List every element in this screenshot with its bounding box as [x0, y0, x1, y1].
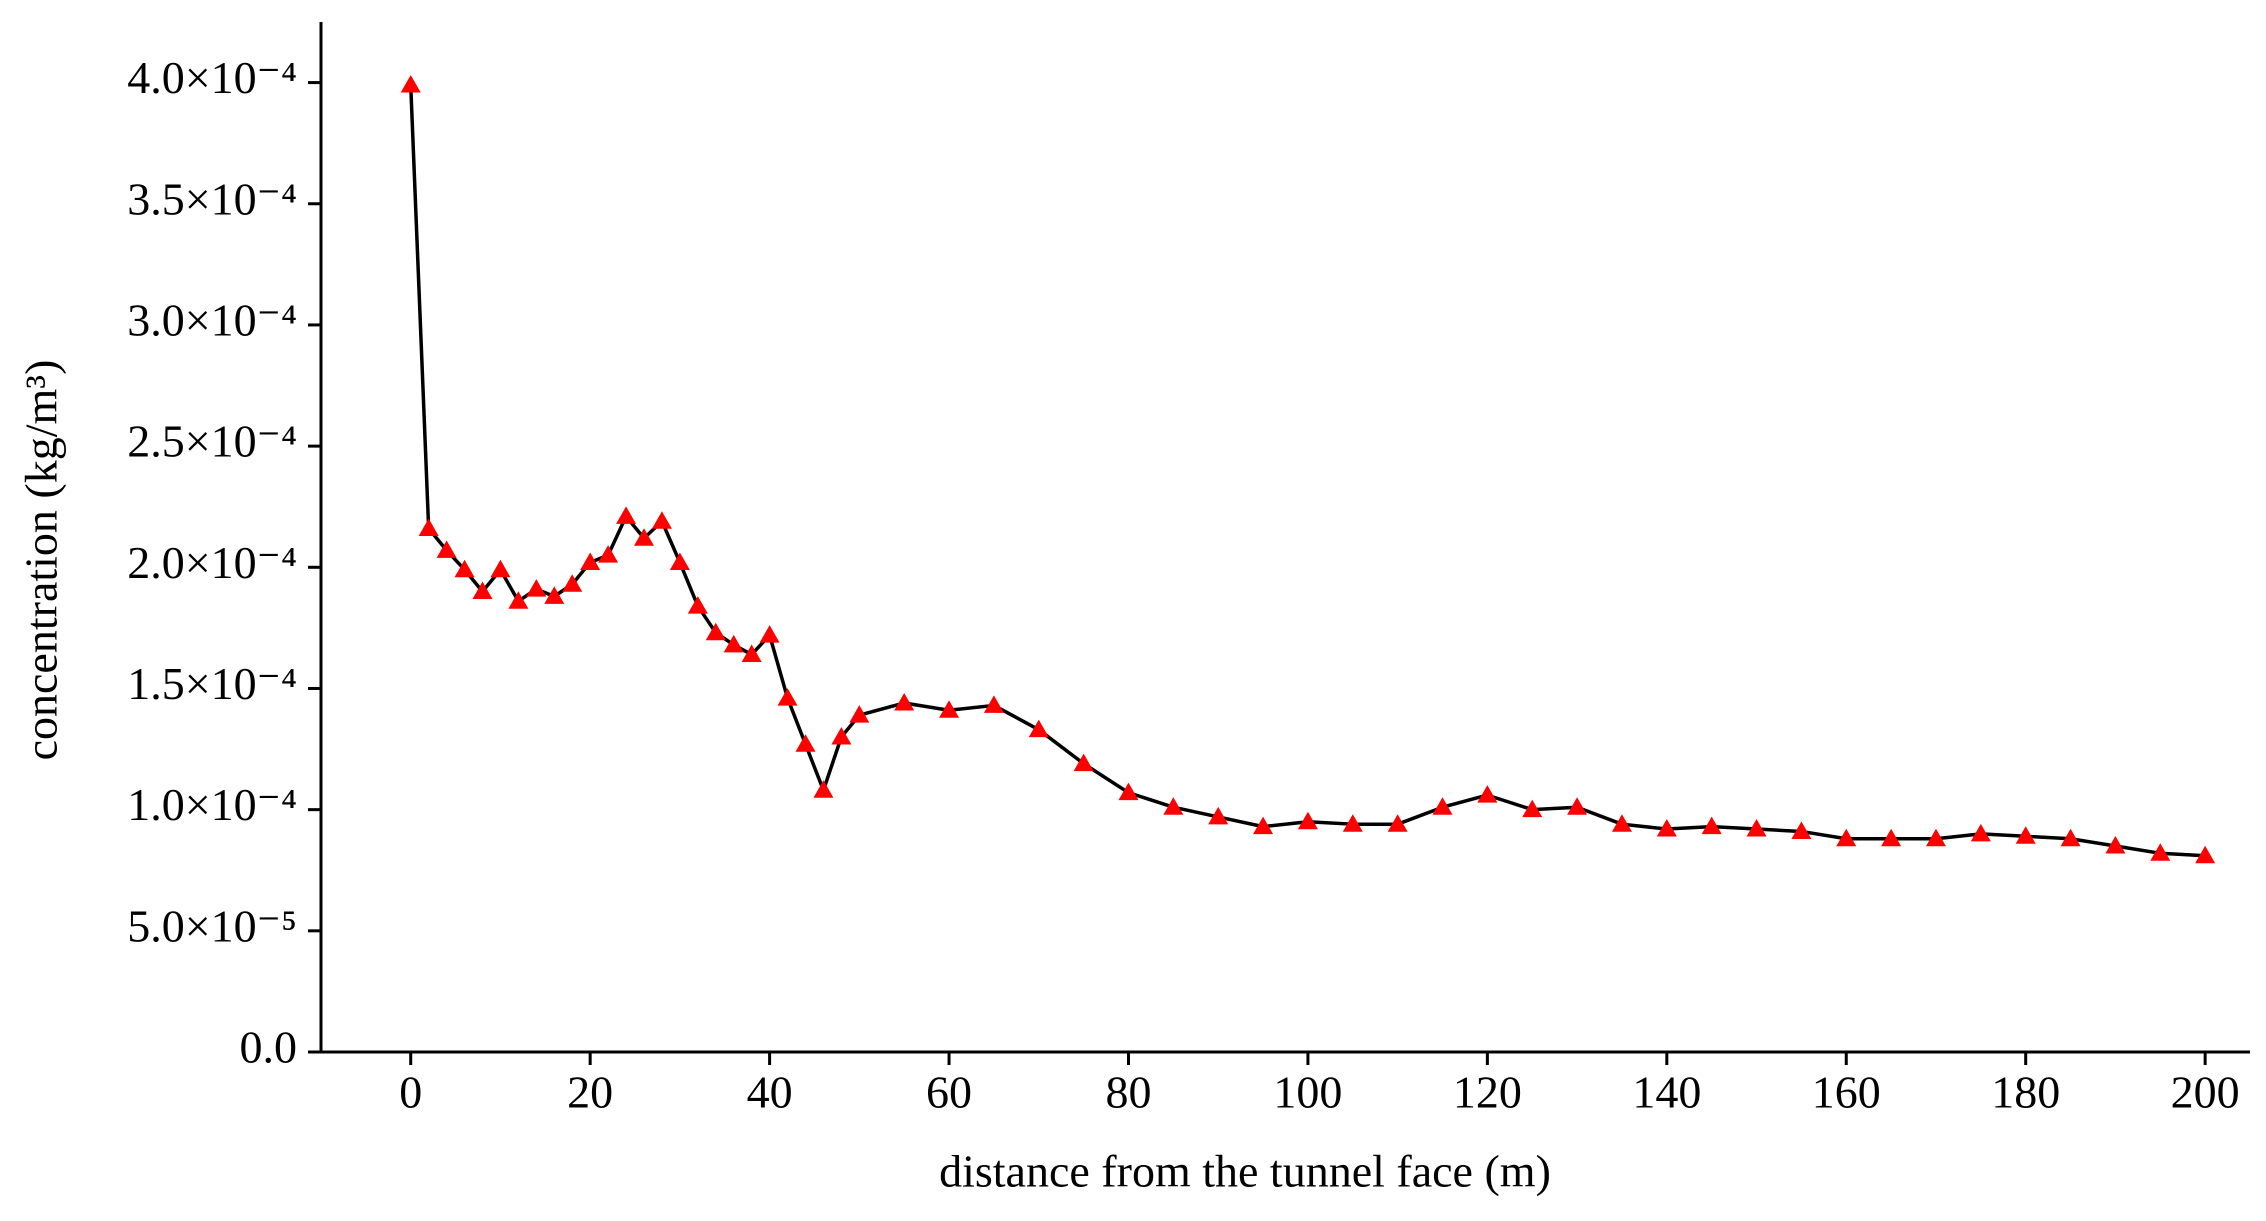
marker — [1836, 828, 1857, 847]
marker — [472, 581, 493, 600]
x-tick-label: 160 — [1812, 1067, 1881, 1118]
marker — [454, 559, 475, 578]
marker — [1208, 806, 1229, 825]
marker — [436, 540, 457, 558]
marker — [1746, 819, 1767, 837]
x-tick-label: 20 — [567, 1067, 613, 1118]
marker — [1342, 814, 1363, 832]
marker — [562, 574, 583, 592]
y-tick-label: 2.5×10⁻⁴ — [127, 416, 297, 467]
x-tick-label: 120 — [1453, 1067, 1522, 1118]
marker — [651, 511, 672, 529]
marker — [2015, 826, 2036, 844]
x-tick-label: 100 — [1273, 1067, 1342, 1118]
marker — [1073, 753, 1094, 772]
marker — [777, 688, 798, 706]
marker — [831, 726, 852, 745]
marker — [2105, 836, 2126, 854]
marker — [759, 625, 780, 643]
marker — [580, 552, 601, 570]
y-tick-label: 0.0 — [240, 1022, 298, 1073]
marker — [1970, 823, 1991, 842]
x-tick-label: 180 — [1991, 1067, 2060, 1118]
marker — [1881, 828, 1902, 847]
x-tick-label: 200 — [2171, 1067, 2240, 1118]
marker — [1567, 797, 1588, 815]
marker — [1253, 816, 1274, 835]
marker — [544, 586, 565, 604]
y-tick-label: 5.0×10⁻⁵ — [127, 900, 297, 951]
marker — [1432, 797, 1453, 815]
x-tick-label: 60 — [926, 1067, 972, 1118]
x-tick-label: 0 — [399, 1067, 422, 1118]
marker — [1028, 719, 1049, 738]
x-tick-label: 40 — [747, 1067, 793, 1118]
marker — [705, 622, 726, 641]
marker — [1118, 782, 1139, 801]
marker — [616, 506, 637, 524]
marker — [2150, 843, 2171, 861]
x-tick-label: 140 — [1632, 1067, 1701, 1118]
marker — [633, 528, 654, 546]
marker — [1701, 816, 1722, 835]
marker — [1477, 785, 1498, 803]
y-tick-label: 4.0×10⁻⁴ — [127, 52, 297, 103]
marker — [2060, 828, 2081, 847]
marker — [741, 644, 762, 663]
marker — [939, 700, 960, 718]
x-tick-label: 80 — [1105, 1067, 1151, 1118]
y-tick-label: 1.5×10⁻⁴ — [127, 658, 297, 709]
marker — [849, 705, 870, 723]
marker — [490, 559, 511, 578]
marker — [526, 579, 547, 597]
x-axis-label: distance from the tunnel face (m) — [939, 1146, 1551, 1197]
marker — [1522, 799, 1543, 818]
marker — [418, 518, 439, 537]
marker — [1656, 819, 1677, 837]
marker — [669, 552, 690, 570]
y-tick-label: 1.0×10⁻⁴ — [127, 779, 297, 830]
marker — [813, 780, 834, 798]
series-line — [408, 84, 2206, 858]
marker — [508, 591, 529, 609]
marker — [1163, 797, 1184, 815]
marker — [598, 545, 619, 563]
marker — [687, 596, 708, 614]
y-tick-label: 2.0×10⁻⁴ — [127, 537, 297, 588]
marker — [795, 734, 816, 752]
marker — [1611, 814, 1632, 832]
marker — [1297, 811, 1318, 830]
marker — [983, 695, 1004, 713]
marker — [2195, 845, 2216, 864]
marker — [1387, 814, 1408, 832]
y-tick-label: 3.5×10⁻⁴ — [127, 173, 297, 224]
marker — [400, 75, 421, 93]
marker — [1925, 828, 1946, 847]
marker — [1791, 821, 1812, 839]
marker — [894, 693, 915, 711]
marker — [723, 634, 744, 653]
y-axis-label: concentration (kg/m³) — [16, 360, 67, 761]
y-tick-label: 3.0×10⁻⁴ — [127, 295, 297, 346]
